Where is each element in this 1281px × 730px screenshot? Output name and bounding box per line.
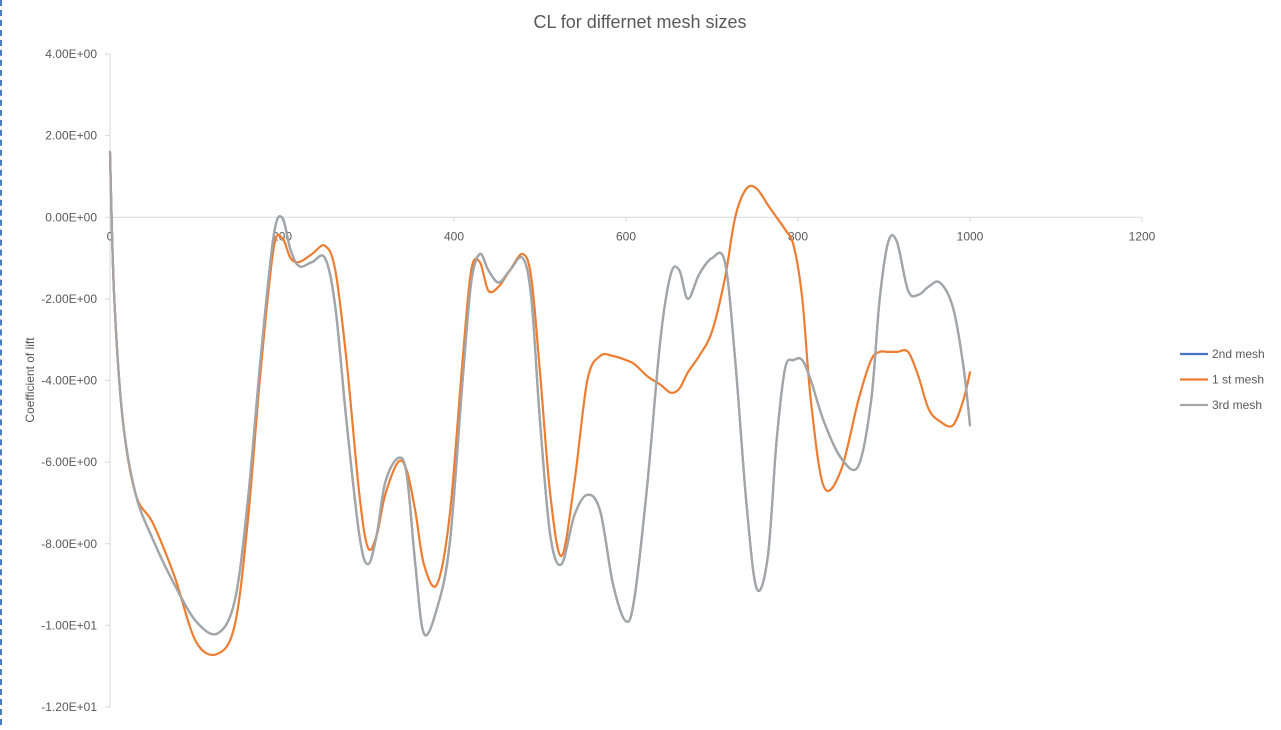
series-line-1-st-mesh — [108, 150, 972, 657]
chart-title: CL for differnet mesh sizes — [533, 12, 746, 32]
x-tick-label: 600 — [616, 229, 636, 243]
axes: 4.00E+00 2.00E+00 0.00E+00 -2.00E+00 -4.00E+… — [41, 47, 1155, 714]
x-tick-label: 1000 — [957, 229, 984, 243]
y-tick-label: -8.00E+00 — [41, 537, 97, 551]
legend-label-2nd-mesh: 2nd mesh — [1212, 347, 1265, 361]
series-lines — [108, 150, 972, 657]
y-tick-label: -2.00E+00 — [41, 292, 97, 306]
series-line-3rd-mesh — [108, 150, 972, 637]
y-tick-label: -1.00E+01 — [41, 618, 97, 632]
y-tick-label: 0.00E+00 — [45, 210, 97, 224]
y-tick-label: -4.00E+00 — [41, 374, 97, 388]
series-line-2nd-mesh — [108, 150, 972, 637]
x-tick-label: 400 — [444, 229, 464, 243]
legend-label-3rd-mesh: 3rd mesh — [1212, 398, 1262, 412]
y-tick-label: 2.00E+00 — [45, 129, 97, 143]
x-tick-label: 800 — [788, 229, 808, 243]
y-tick-label: -1.20E+01 — [41, 700, 97, 714]
legend-label-1-st-mesh: 1 st mesh — [1212, 373, 1264, 387]
y-axis-label: Coefficient of lift — [23, 337, 37, 423]
y-tick-label: -6.00E+00 — [41, 455, 97, 469]
window-left-edge — [0, 0, 2, 725]
x-tick-label: 0 — [107, 229, 114, 243]
x-tick-label: 1200 — [1129, 229, 1156, 243]
legend: 2nd mesh 1 st mesh 3rd mesh — [1180, 347, 1265, 412]
y-tick-label: 4.00E+00 — [45, 47, 97, 61]
